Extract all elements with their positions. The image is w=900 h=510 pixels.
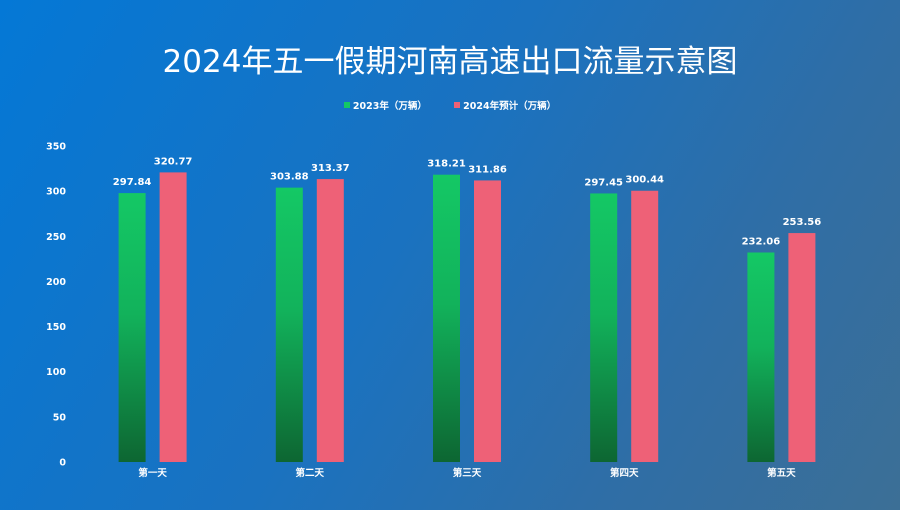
y-tick-label: 200 [46, 277, 66, 288]
legend-swatch-2023 [343, 102, 350, 108]
x-tick-label: 第五天 [767, 467, 796, 479]
bar-2024 [788, 233, 816, 462]
y-tick-label: 0 [59, 458, 66, 469]
data-label: 300.44 [625, 175, 664, 186]
x-tick-label: 第一天 [138, 467, 167, 479]
data-label: 311.86 [468, 164, 507, 175]
bar-2023 [590, 193, 618, 463]
y-tick-label: 100 [46, 367, 66, 378]
bar-2023 [275, 187, 303, 462]
x-tick-label: 第四天 [610, 467, 639, 479]
bar-2024 [631, 190, 659, 462]
x-tick-label: 第二天 [296, 467, 325, 479]
data-label: 313.37 [311, 163, 350, 174]
legend: 2023年（万辆） 2024年预计（万辆） [0, 98, 900, 112]
bar-2023 [433, 174, 460, 462]
data-label: 318.21 [427, 159, 466, 170]
legend-item-2024[interactable]: 2024年预计（万辆） [454, 98, 556, 112]
y-tick-label: 50 [53, 412, 67, 423]
data-label: 232.06 [742, 236, 781, 247]
bar-2024 [316, 179, 344, 462]
bar-2024 [159, 172, 187, 463]
y-tick-label: 300 [46, 187, 66, 198]
legend-swatch-2024 [454, 102, 461, 108]
y-tick-label: 250 [46, 232, 66, 243]
x-tick-label: 第三天 [453, 467, 482, 479]
data-label: 253.56 [783, 217, 822, 228]
data-label: 303.88 [270, 172, 309, 183]
bar-2023 [118, 193, 146, 463]
chart-title: 2024年五一假期河南高速出口流量示意图 [162, 44, 738, 80]
legend-label-2023: 2023年（万辆） [352, 101, 427, 112]
bar-2024 [474, 180, 501, 462]
y-tick-label: 150 [46, 322, 66, 333]
legend-label-2024: 2024年预计（万辆） [463, 101, 557, 112]
y-tick-label: 350 [46, 142, 66, 153]
data-label: 320.77 [154, 156, 193, 167]
data-label: 297.45 [584, 177, 623, 188]
bar-2023 [747, 252, 775, 462]
data-label: 297.84 [113, 177, 152, 188]
legend-item-2023[interactable]: 2023年（万辆） [343, 98, 427, 112]
